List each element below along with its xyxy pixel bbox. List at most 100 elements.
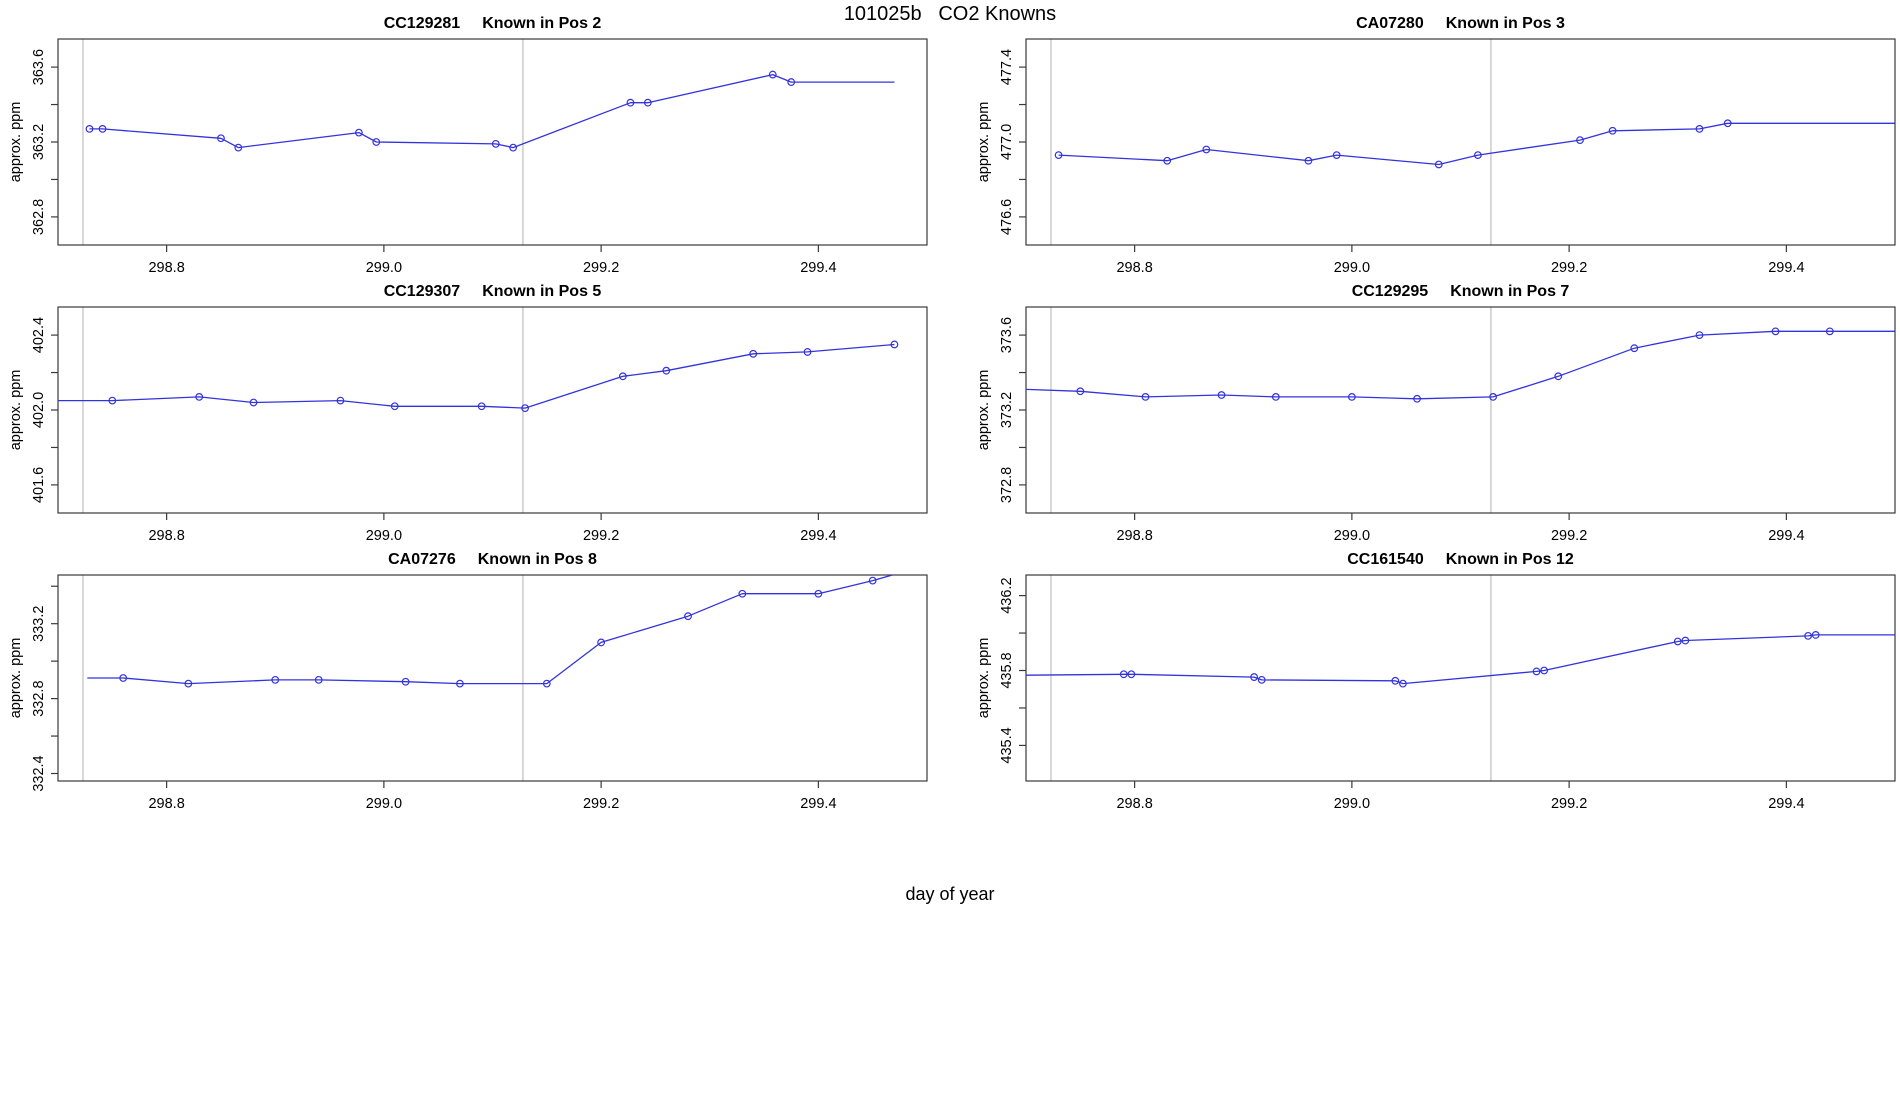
subplot-title: CC129307 Known in Pos 5 — [58, 283, 927, 305]
x-tick-label: 299.2 — [1551, 796, 1587, 812]
data-point — [195, 392, 204, 401]
data-point — [787, 78, 796, 86]
x-tick-label: 299.4 — [1768, 796, 1804, 812]
data-point — [314, 675, 323, 684]
sample-id: CC129295 — [1351, 283, 1429, 300]
data-point — [108, 396, 117, 405]
x-tick-label: 299.0 — [366, 260, 402, 276]
data-point — [456, 679, 464, 688]
subplot-canvas: 298.8 299.0 299.2 299.4 362.8 363.2 363.6 appro… — [8, 38, 928, 276]
y-tick-label: 372.8 — [999, 467, 1015, 503]
data-point — [868, 576, 877, 585]
data-point — [119, 674, 128, 682]
y-tick-label: 333.2 — [31, 606, 47, 642]
data-point — [542, 679, 551, 688]
subplot-canvas: 298.8 299.0 299.2 299.4 476.6 477.0 477.4 appro… — [976, 38, 1896, 276]
y-axis-title: approx. ppm — [8, 102, 24, 183]
x-tick-label: 299.4 — [800, 796, 836, 812]
x-tick-label: 298.8 — [148, 796, 184, 812]
y-tick-label: 332.8 — [31, 680, 47, 716]
subplot-title: CC161540 Known in Pos 12 — [1026, 551, 1895, 573]
data-line — [1058, 122, 1895, 166]
position-label: Known in Pos 12 — [1445, 551, 1574, 568]
plot-box — [57, 306, 928, 514]
data-point — [1054, 151, 1063, 160]
subplot-pos5: CC129307 Known in Pos 5 298.8 299.0 299.2 29… — [0, 273, 935, 549]
data-point — [1532, 667, 1541, 676]
subplot-canvas: 298.8 299.0 299.2 299.4 401.6 402.0 402.4 appro… — [8, 306, 928, 544]
plot-box — [1025, 38, 1896, 246]
data-point — [354, 128, 363, 137]
y-axis-title: approx. ppm — [976, 370, 992, 451]
data-point — [1257, 675, 1266, 684]
y-axis-title: approx. ppm — [976, 638, 992, 719]
position-label: Known in Pos 5 — [482, 283, 602, 300]
data-line — [1026, 330, 1895, 400]
data-point — [477, 402, 486, 411]
data-point — [1163, 156, 1172, 165]
data-point — [85, 124, 94, 133]
data-point — [217, 134, 225, 143]
y-tick-label: 477.0 — [999, 124, 1015, 160]
y-axis-title: approx. ppm — [8, 638, 24, 719]
x-tick-label: 298.8 — [1116, 528, 1152, 544]
data-point — [184, 679, 193, 688]
data-point — [1141, 392, 1150, 401]
x-tick-label: 298.8 — [148, 260, 184, 276]
y-tick-label: 373.6 — [999, 317, 1015, 353]
data-point — [271, 675, 280, 684]
data-point — [1540, 666, 1549, 675]
sample-id: CC161540 — [1347, 551, 1424, 568]
sample-id: CC129281 — [383, 15, 461, 32]
subplot-pos8: CA07276 Known in Pos 8 298.8 299.0 299.2 299… — [0, 541, 935, 817]
subplot-pos12: CC161540 Known in Pos 12 298.8 299.0 299.2 2… — [968, 541, 1900, 817]
data-point — [1473, 151, 1482, 160]
subplot-pos3: CA07280 Known in Pos 3 298.8 299.0 299.2 299… — [968, 5, 1900, 281]
position-label: Known in Pos 8 — [477, 551, 597, 568]
data-point — [1673, 637, 1682, 646]
data-line — [89, 73, 895, 149]
data-point — [738, 589, 747, 598]
data-point — [1217, 391, 1226, 399]
plot-box — [1025, 574, 1896, 782]
subplot-pos7: CC129295 Known in Pos 7 298.8 299.0 299.2 29… — [968, 273, 1900, 549]
x-tick-label: 299.0 — [1334, 260, 1370, 276]
data-point — [1076, 387, 1085, 396]
data-point — [1576, 136, 1584, 145]
data-point — [890, 340, 899, 349]
subplot-canvas: 298.8 299.0 299.2 299.4 435.4 435.8 436.2 appro… — [976, 574, 1896, 812]
x-tick-label: 299.0 — [366, 528, 402, 544]
plot-box — [57, 574, 928, 782]
y-tick-label: 477.4 — [999, 49, 1015, 85]
subplot-canvas: 298.8 299.0 299.2 299.4 372.8 373.2 373.6 appro… — [976, 306, 1896, 544]
data-point — [521, 404, 529, 413]
position-label: Known in Pos 2 — [482, 15, 602, 32]
x-tick-label: 299.0 — [366, 796, 402, 812]
data-point — [1304, 156, 1313, 165]
x-tick-label: 299.0 — [1334, 796, 1370, 812]
data-point — [1608, 126, 1617, 135]
data-point — [1489, 392, 1497, 401]
data-point — [1127, 670, 1136, 679]
sample-id: CA07280 — [1356, 15, 1424, 32]
y-axis-title: approx. ppm — [8, 370, 24, 451]
x-tick-label: 299.4 — [800, 260, 836, 276]
data-point — [803, 348, 812, 356]
data-point — [1804, 631, 1812, 640]
data-point — [626, 98, 635, 107]
data-point — [749, 349, 758, 358]
data-point — [1399, 679, 1407, 688]
x-axis-title: day of year — [905, 884, 995, 904]
x-tick-label: 298.8 — [1116, 796, 1152, 812]
data-point — [1630, 344, 1639, 353]
data-point — [234, 143, 243, 152]
y-axis-title: approx. ppm — [976, 102, 992, 183]
x-tick-label: 299.4 — [1768, 528, 1804, 544]
subplot-pos2: CC129281 Known in Pos 2 298.8 299.0 299.2 29… — [0, 5, 935, 281]
data-line — [1026, 634, 1895, 685]
data-point — [1271, 392, 1280, 401]
subplot-title: CC129281 Known in Pos 2 — [58, 15, 927, 37]
x-tick-label: 298.8 — [148, 528, 184, 544]
data-point — [597, 638, 606, 647]
